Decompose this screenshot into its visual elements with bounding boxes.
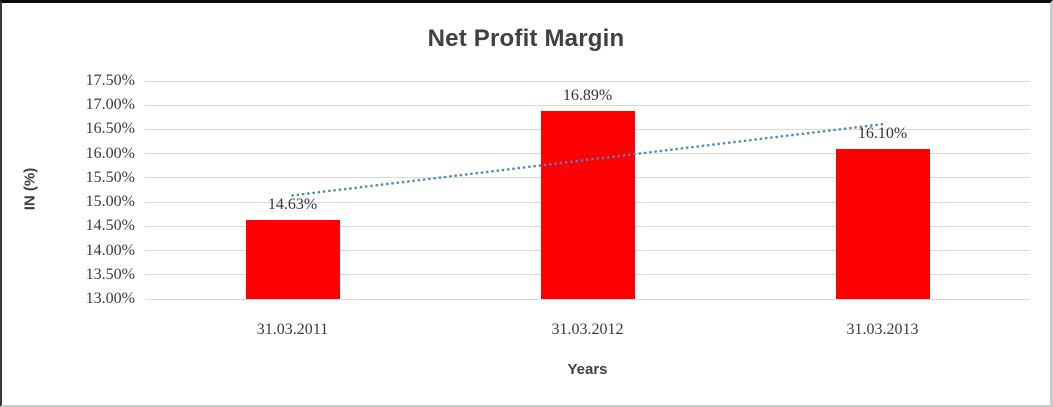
x-axis-tick-label: 31.03.2013 <box>846 321 919 338</box>
y-axis-tick-label: 13.50% <box>85 265 135 283</box>
x-axis-tick-label: 31.03.2012 <box>551 321 624 338</box>
y-axis-tick-label: 14.00% <box>85 241 135 259</box>
bar[interactable] <box>540 110 635 299</box>
y-axis-tick-label: 15.50% <box>85 168 135 186</box>
y-axis-tick-label: 17.00% <box>85 96 135 114</box>
bar-data-label: 16.89% <box>562 86 613 104</box>
bar[interactable] <box>835 148 930 299</box>
chart-title: Net Profit Margin <box>427 25 625 52</box>
y-axis-tick-label: 17.50% <box>85 72 135 89</box>
x-axis-title: Years <box>567 361 608 378</box>
y-axis-tick-label: 14.50% <box>85 217 135 235</box>
gridline <box>145 104 1030 106</box>
y-axis-tick-label: 16.00% <box>85 144 135 162</box>
y-axis-tick-label: 13.00% <box>85 290 135 307</box>
gridline <box>145 298 1030 300</box>
gridline <box>145 80 1030 82</box>
bar[interactable] <box>245 220 340 299</box>
y-axis-tick-label: 16.50% <box>85 120 135 138</box>
y-axis-tick-label: 15.00% <box>85 193 135 211</box>
bar-data-label: 16.10% <box>857 124 908 142</box>
x-axis-tick-label: 31.03.2011 <box>256 321 329 338</box>
bar-data-label: 14.63% <box>267 196 318 214</box>
